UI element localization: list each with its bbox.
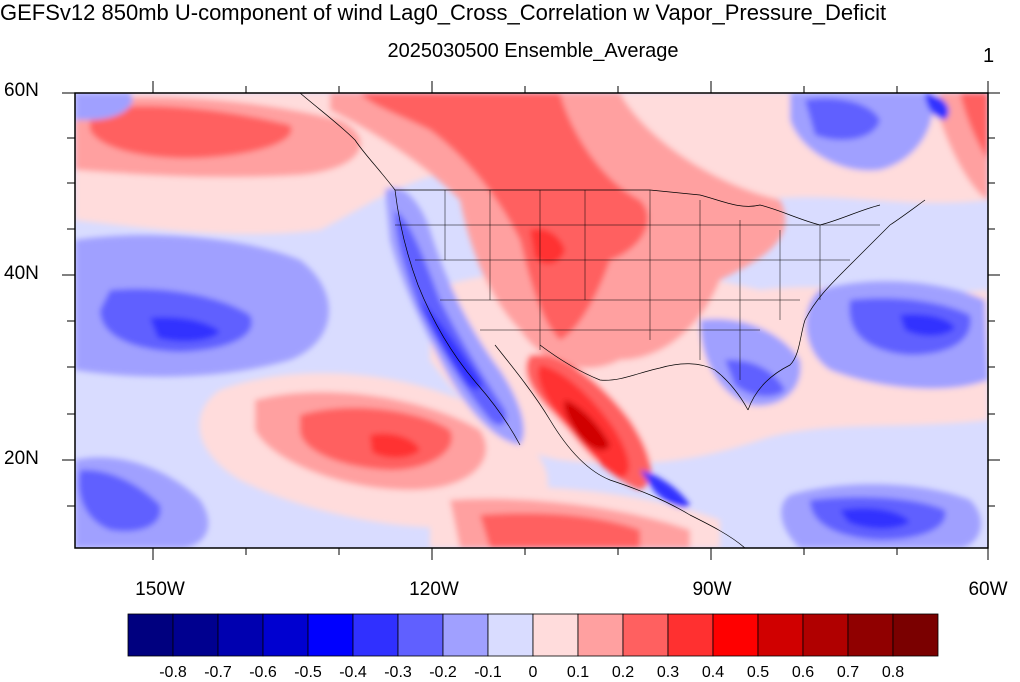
- colorbar-swatch: [172, 613, 219, 657]
- lon-label-150w: 150W: [135, 579, 185, 600]
- colorbar-swatch: [352, 613, 399, 657]
- colorbar-tick-label: 0.5: [746, 664, 770, 681]
- axis-ticks: [62, 81, 1000, 560]
- colorbar-tick-label: -0.5: [294, 664, 322, 681]
- panel-label: 1: [983, 45, 995, 67]
- colorbar-swatch: [622, 613, 669, 657]
- field-region: [370, 433, 420, 458]
- lat-label-60n: 60N: [4, 80, 39, 101]
- colorbar-swatch: [127, 613, 174, 657]
- field-region: [640, 470, 690, 508]
- colorbar-swatch: [577, 613, 624, 657]
- colorbar-swatch: [217, 613, 264, 657]
- colorbar-tick-label: -0.3: [384, 664, 412, 681]
- colorbar-tick-label: 0.6: [791, 664, 815, 681]
- colorbar-tick-label: -0.8: [159, 664, 187, 681]
- field-region: [960, 93, 988, 160]
- colorbar-swatch: [892, 613, 939, 657]
- colorbar-tick-label: 0.8: [881, 664, 905, 681]
- colorbar-tick-label: 0.7: [836, 664, 860, 681]
- lat-label-20n: 20N: [4, 448, 39, 469]
- colorbar-tick-label: -0.7: [204, 664, 232, 681]
- field-region: [90, 105, 292, 159]
- colorbar-tick-label: 0.3: [656, 664, 680, 681]
- colorbar-tick-label: 0.4: [701, 664, 725, 681]
- colorbar-tick-label: -0.2: [429, 664, 457, 681]
- lon-label-120w: 120W: [409, 579, 459, 600]
- colorbar-tick-label: 0.2: [611, 664, 635, 681]
- colorbar-swatch: [442, 613, 489, 657]
- colorbar-tick-label: 0.1: [566, 664, 590, 681]
- coastlines: [299, 93, 926, 548]
- colorbar-tick-label: -0.6: [249, 664, 277, 681]
- field-region: [564, 400, 610, 451]
- colorbar-swatch: [847, 613, 894, 657]
- colorbar-swatch: [532, 613, 579, 657]
- field-region: [480, 513, 640, 548]
- map-title: GEFSv12 850mb U-component of wind Lag0_C…: [0, 0, 887, 25]
- colorbar-swatch: [307, 613, 354, 657]
- colorbar-swatch: [757, 613, 804, 657]
- colorbar-swatch: [712, 613, 759, 657]
- colorbar-tick-label: -0.1: [474, 664, 502, 681]
- colorbar-tick-label: 0: [528, 664, 538, 681]
- state-borders: [395, 190, 880, 380]
- colorbar-tick-label: -0.4: [339, 664, 367, 681]
- colorbar-swatch: [262, 613, 309, 657]
- map-subtitle: 2025030500 Ensemble_Average: [387, 40, 679, 62]
- field-region: [925, 93, 949, 120]
- colorbar-swatch: [487, 613, 534, 657]
- field-region: [840, 508, 910, 529]
- field-region: [75, 93, 133, 120]
- colorbar-swatch: [667, 613, 714, 657]
- correlation-field: [75, 93, 988, 548]
- lon-label-60w: 60W: [968, 579, 1008, 600]
- field-region: [150, 317, 220, 342]
- field-region: [395, 210, 507, 426]
- field-region: [805, 98, 880, 140]
- field-region: [360, 93, 649, 340]
- field-region: [530, 228, 565, 264]
- lon-label-90w: 90W: [692, 579, 732, 600]
- colorbar-swatch: [397, 613, 444, 657]
- lat-label-40n: 40N: [4, 263, 39, 284]
- field-region: [900, 314, 955, 336]
- colorbar-swatch: [802, 613, 849, 657]
- colorbar: [127, 613, 939, 657]
- field-region: [78, 469, 161, 532]
